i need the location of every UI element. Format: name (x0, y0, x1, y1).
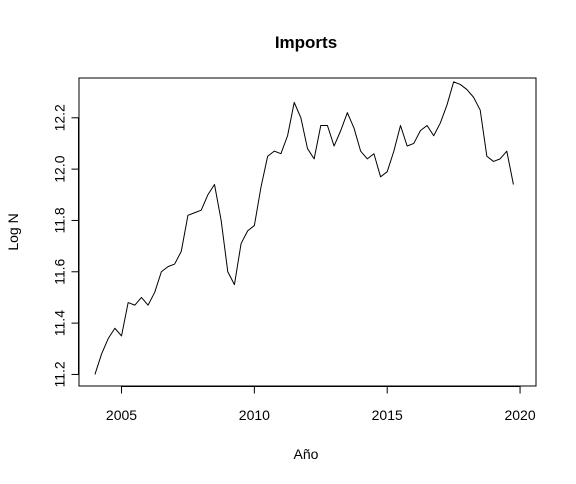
plot-frame (78, 77, 537, 387)
y-axis-label: Log N (5, 213, 21, 250)
y-tick-label: 12.0 (52, 155, 68, 182)
x-tick-label: 2005 (106, 407, 137, 423)
y-axis: 11.2 11.4 11.6 11.8 12.0 12.2 (52, 104, 79, 388)
series-layer (94, 81, 514, 375)
y-tick-label: 11.8 (52, 207, 68, 233)
y-tick-label: 11.6 (52, 258, 68, 284)
x-tick-label: 2010 (239, 407, 270, 423)
x-axis-label: Año (294, 446, 319, 462)
series-line (94, 81, 514, 375)
y-tick-label: 11.2 (52, 361, 68, 387)
x-tick-label: 2015 (372, 407, 403, 423)
y-tick-label: 11.4 (52, 310, 68, 336)
chart-title: Imports (275, 33, 337, 52)
x-tick-label: 2020 (504, 407, 535, 423)
x-axis: 2005 2010 2015 2020 (106, 386, 536, 423)
y-tick-label: 12.2 (52, 104, 68, 131)
